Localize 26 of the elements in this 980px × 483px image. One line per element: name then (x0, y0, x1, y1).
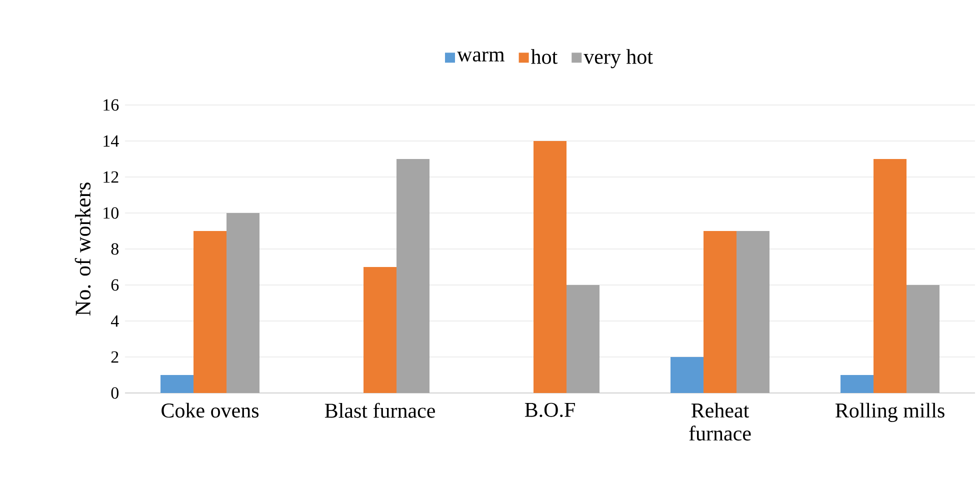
bar (704, 230, 737, 393)
bar (840, 374, 874, 393)
y-tick-label: 16 (104, 99, 119, 111)
bar (194, 230, 227, 393)
y-tick-label: 14 (104, 135, 119, 147)
legend-label: warm (457, 51, 504, 62)
y-tick-label: 10 (104, 207, 119, 219)
bar (534, 140, 567, 393)
legend-label: very hot (584, 49, 653, 68)
y-tick-label: 6 (111, 279, 119, 291)
bar (670, 356, 704, 393)
y-tick-label: 2 (111, 351, 118, 363)
x-tick-label: Reheat furnace (689, 402, 751, 441)
y-tick-label: 12 (104, 171, 118, 183)
legend-label: hot (531, 49, 558, 64)
y-axis-title: No. of workers (74, 182, 91, 316)
y-tick-label: 4 (110, 315, 119, 327)
bar (160, 374, 194, 393)
x-tick-label: Rolling mills (835, 402, 944, 422)
x-tick-label: Coke ovens (162, 402, 259, 418)
x-tick-label: B.O.F (524, 402, 575, 418)
y-tick-label: 0 (111, 387, 119, 399)
x-tick-label: Blast furnace (324, 402, 435, 418)
bar (874, 158, 907, 393)
bar (364, 266, 397, 393)
y-tick-label: 8 (111, 243, 119, 255)
